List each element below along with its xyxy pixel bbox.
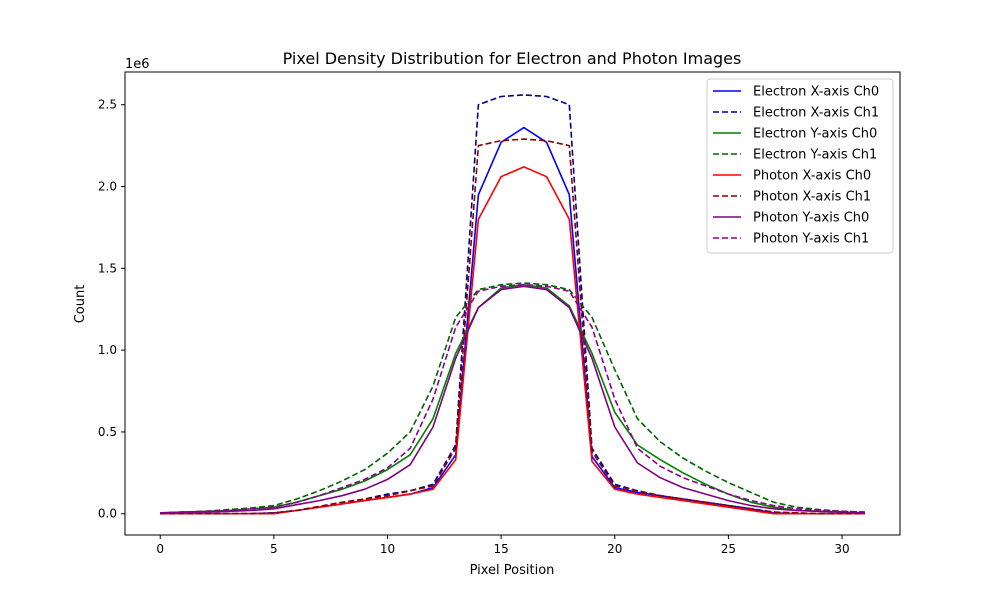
legend-label: Electron X-axis Ch1 <box>753 106 879 121</box>
legend-label: Photon X-axis Ch0 <box>753 169 871 184</box>
series-line-4 <box>160 282 865 514</box>
x-tick-label: 15 <box>493 542 508 556</box>
y-tick-label: 0.5 <box>98 425 117 439</box>
legend-label: Electron Y-axis Ch1 <box>753 148 877 163</box>
series-line-7 <box>160 285 865 514</box>
y-axis-label: Count <box>73 285 88 324</box>
legend-label: Electron Y-axis Ch0 <box>753 127 877 142</box>
legend-label: Photon X-axis Ch1 <box>753 190 871 205</box>
y-tick-label: 1.0 <box>98 343 117 357</box>
chart-title: Pixel Density Distribution for Electron … <box>283 49 742 68</box>
x-tick-label: 30 <box>834 542 849 556</box>
y-offset-label: 1e6 <box>125 57 150 72</box>
x-tick-label: 25 <box>721 542 736 556</box>
x-tick-label: 5 <box>270 542 278 556</box>
legend-label: Electron X-axis Ch0 <box>753 85 879 100</box>
legend-label: Photon Y-axis Ch1 <box>753 232 869 247</box>
legend-label: Photon Y-axis Ch0 <box>753 211 869 226</box>
x-tick-label: 20 <box>607 542 622 556</box>
series-line-6 <box>160 138 865 515</box>
series-line-8 <box>160 283 865 514</box>
x-axis-label: Pixel Position <box>470 563 555 578</box>
series-layer <box>160 94 865 515</box>
y-tick-label: 1.5 <box>98 261 117 275</box>
y-tick-label: 2.0 <box>98 180 117 194</box>
tick-layer: 0 5 10 15 20 25 30 0.0 0.5 1.0 1.5 2.0 2.5 <box>98 98 850 556</box>
series-line-3 <box>160 283 865 514</box>
x-tick-label: 10 <box>380 542 395 556</box>
legend: Electron X-axis Ch0 Electron X-axis Ch1 El… <box>706 78 894 254</box>
y-tick-label: 0.0 <box>98 507 117 521</box>
x-tick-label: 0 <box>156 542 164 556</box>
legend-box <box>706 78 894 254</box>
y-tick-label: 2.5 <box>98 98 117 112</box>
plot-frame <box>124 71 901 536</box>
